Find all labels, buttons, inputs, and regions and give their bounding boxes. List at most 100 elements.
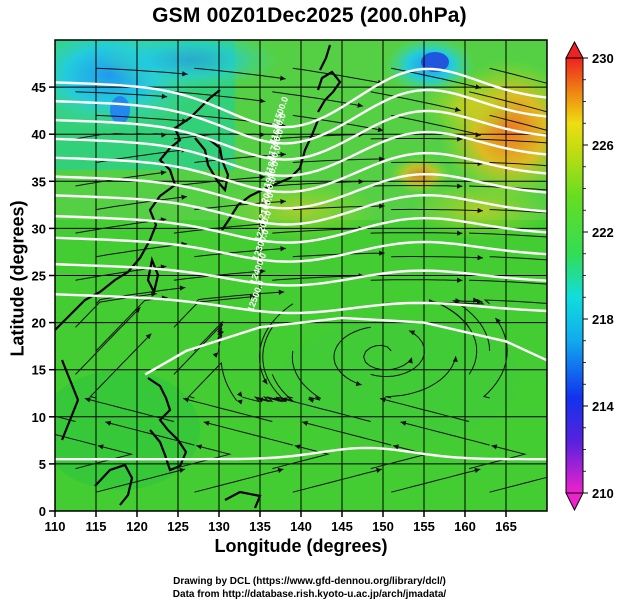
streamline (370, 232, 463, 234)
wind-arrowhead (552, 111, 558, 116)
wind-arrowhead (236, 391, 243, 398)
colorbar-label: 230 (592, 51, 614, 66)
lat-lon-grid (55, 40, 547, 511)
wind-arrowhead (7, 421, 13, 426)
streamline (173, 445, 232, 470)
streamline (379, 398, 470, 422)
streamline (489, 114, 547, 131)
y-tick-label: 0 (39, 504, 46, 519)
x-tick-label: 160 (454, 519, 476, 534)
wind-arrowhead (475, 84, 482, 90)
wind-arrowhead (160, 170, 167, 176)
y-tick-label: 5 (39, 457, 46, 472)
wind-arrowhead (475, 132, 482, 138)
wind-arrowhead (379, 203, 385, 209)
wind-arrowhead (555, 235, 561, 240)
wind-arrowhead (355, 380, 362, 387)
streamline (301, 421, 392, 446)
contour-line (55, 236, 547, 263)
wind-arrowhead (259, 98, 266, 104)
y-tick-label: 45 (32, 80, 46, 95)
streamline (173, 296, 256, 328)
wind-arrowhead (555, 282, 561, 287)
streamline (272, 181, 365, 187)
streamline (370, 279, 463, 281)
wind-arrowhead (280, 199, 286, 205)
wind-arrowhead (379, 156, 385, 162)
wind-arrowhead (358, 178, 365, 185)
streamline (292, 158, 385, 163)
y-tick-label: 40 (32, 127, 46, 142)
wind-arrowhead (376, 467, 382, 473)
wind-arrowhead (281, 397, 288, 403)
streamline (95, 287, 186, 305)
streamline (482, 317, 508, 399)
wind-arrowhead (280, 151, 286, 158)
streamline (370, 185, 463, 187)
wind-arrowhead (473, 297, 479, 303)
wind-arrowhead (380, 397, 386, 403)
wind-arrowhead (262, 378, 268, 385)
wind-arrowhead (249, 294, 256, 300)
wind-arrowhead (555, 188, 561, 193)
wind-arrowhead (84, 397, 91, 403)
streamline (55, 433, 97, 446)
streamline (194, 200, 286, 211)
x-tick-label: 115 (86, 519, 107, 534)
streamline (370, 91, 461, 112)
wind-arrowhead (308, 397, 315, 403)
streamline (194, 247, 286, 258)
y-tick-label: 20 (32, 316, 46, 331)
wind-arrowhead (274, 396, 280, 402)
wind-arrowhead (134, 307, 141, 313)
contour-line (55, 151, 547, 194)
x-tick-label: 140 (290, 519, 312, 534)
wind-arrowhead (145, 333, 152, 340)
wind-arrowhead (294, 444, 301, 450)
x-tick-label: 120 (126, 519, 148, 534)
wind-arrowhead (409, 330, 416, 336)
streamline (203, 421, 293, 446)
streamline (292, 67, 384, 84)
wind-arrowhead (277, 467, 284, 473)
streamline (55, 415, 76, 422)
wind-arrowhead (218, 330, 225, 337)
colorbar-min-triangle (565, 492, 584, 512)
wind-arrowhead (161, 93, 168, 99)
contour-line (55, 88, 547, 145)
x-tick-label: 145 (331, 519, 353, 534)
wind-arrowhead (452, 356, 458, 362)
wind-arrowhead (278, 289, 285, 295)
streamline (194, 114, 286, 127)
streamline (469, 138, 547, 144)
wind-arrowhead (392, 444, 399, 450)
streamline (95, 468, 186, 493)
streamline (194, 321, 224, 353)
streamline (391, 208, 484, 212)
wind-arrowhead (407, 357, 413, 364)
streamline (183, 398, 273, 422)
streamline (272, 445, 330, 470)
credit-data: Data from http://database.rish.kyoto-u.a… (172, 589, 447, 600)
wind-arrowhead (457, 277, 463, 283)
colorbar: 230 226 222 218 214 210 (565, 40, 614, 512)
streamline (483, 299, 547, 305)
streamline (95, 243, 188, 258)
wind-arrowhead (455, 298, 461, 304)
contour-line (55, 67, 547, 129)
streamline (75, 306, 141, 375)
contour-line (55, 446, 547, 461)
colorbar-bar (565, 57, 584, 494)
colorbar-label: 226 (592, 138, 614, 153)
wind-arrowhead (302, 420, 308, 426)
wind-arrowhead (105, 420, 112, 426)
streamline (370, 138, 463, 140)
wind-arrowhead (212, 352, 219, 358)
streamline (187, 361, 238, 401)
wind-arrowhead (457, 230, 463, 236)
colorbar-label: 210 (592, 486, 614, 501)
wind-arrowhead (179, 467, 186, 473)
contour-line (55, 193, 547, 226)
streamline (84, 398, 175, 422)
chart-title: GSM 00Z01Dec2025 (200.0hPa) (152, 4, 467, 27)
